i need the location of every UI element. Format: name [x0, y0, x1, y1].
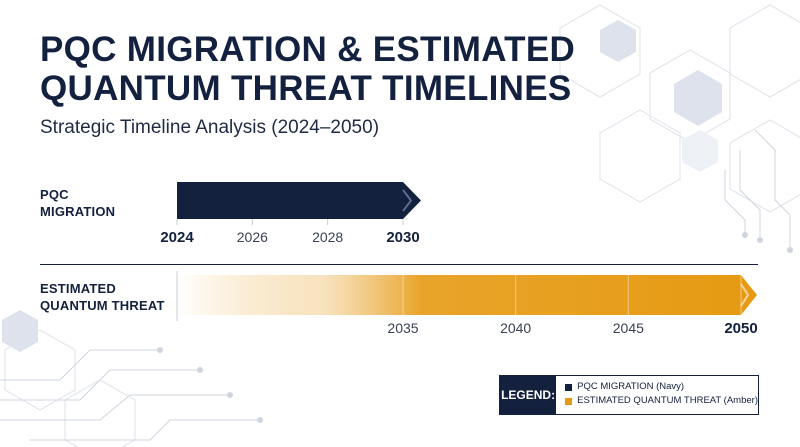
pqc-tick-label-2028: 2028: [312, 229, 344, 245]
threat-row-label: ESTIMATED QUANTUM THREAT: [40, 280, 165, 314]
pqc-bar-arrow-chevron: [402, 189, 413, 212]
legend-items: PQC MIGRATION (Navy) ESTIMATED QUANTUM T…: [556, 376, 758, 414]
threat-bar-arrow-chevron: [740, 283, 750, 307]
legend-item-threat: ESTIMATED QUANTUM THREAT (Amber): [565, 394, 758, 408]
threat-tick-label-2040: 2040: [500, 320, 532, 336]
legend-title: LEGEND:: [500, 376, 557, 414]
legend-item-pqc: PQC MIGRATION (Navy): [565, 380, 758, 394]
pqc-label-line2: MIGRATION: [40, 204, 116, 219]
legend-label-pqc: PQC MIGRATION (Navy): [577, 381, 685, 392]
threat-tick-label-2045: 2045: [612, 320, 644, 336]
pqc-row-label: PQC MIGRATION: [40, 186, 115, 220]
pqc-tick-label-2024: 2024: [160, 229, 194, 246]
legend-label-threat: ESTIMATED QUANTUM THREAT (Amber): [577, 395, 758, 406]
legend: LEGEND: PQC MIGRATION (Navy) ESTIMATED Q…: [499, 375, 759, 415]
pqc-tick-label-2026: 2026: [236, 229, 268, 245]
pqc-tick-label-2030: 2030: [386, 229, 420, 246]
page-title: PQC MIGRATION & ESTIMATED QUANTUM THREAT…: [40, 30, 576, 108]
legend-swatch-navy: [565, 383, 573, 391]
section-divider: [40, 264, 758, 265]
quantum-threat-bar: [177, 275, 757, 315]
threat-tick-label-2050: 2050: [724, 320, 758, 337]
threat-label-line1: ESTIMATED: [40, 281, 116, 296]
threat-label-line2: QUANTUM THREAT: [40, 298, 165, 313]
threat-tick-label-2035: 2035: [387, 320, 419, 336]
pqc-label-line1: PQC: [40, 187, 69, 202]
page-subtitle: Strategic Timeline Analysis (2024–2050): [40, 117, 380, 138]
legend-swatch-amber: [565, 397, 573, 405]
pqc-migration-bar: [177, 182, 421, 219]
